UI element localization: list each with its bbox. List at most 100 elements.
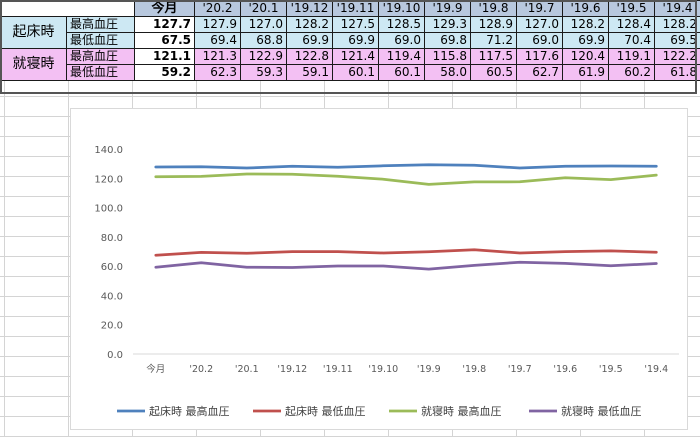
value-cell[interactable]: 69.8 (424, 32, 471, 49)
table-row: 就寝時 最高血圧 121.1 121.3 122.9 122.8 121.4 119.4 115… (0, 48, 700, 81)
header-cell[interactable]: '19.4 (654, 0, 700, 17)
y-tick-label: 120.0 (94, 174, 123, 185)
y-tick-label: 40.0 (101, 291, 123, 302)
y-tick-label: 60.0 (101, 262, 123, 273)
value-cell[interactable]: 128.9 (470, 16, 517, 33)
header-cell[interactable]: '19.9 (424, 0, 471, 17)
chart-svg: 0.0 20.0 40.0 60.0 80.0 100.0 120.0 140.0 今月 '20.… (94, 145, 679, 418)
x-tick-label: '19.7 (508, 364, 532, 375)
y-tick-label: 0.0 (107, 350, 123, 361)
x-tick-label: '19.5 (599, 364, 623, 375)
header-cell[interactable]: '19.11 (332, 0, 379, 17)
value-cell[interactable]: 127.9 (194, 16, 241, 33)
value-cell[interactable]: 115.8 (424, 48, 471, 65)
value-cell[interactable]: 127.0 (516, 16, 563, 33)
value-cell[interactable]: 60.5 (470, 64, 517, 81)
value-cell[interactable]: 128.2 (562, 16, 609, 33)
value-cell[interactable]: 68.8 (240, 32, 287, 49)
table-row: 最低血圧 67.5 69.4 68.8 69.9 69.9 69.0 69.8 71.2 69.0… (1, 32, 700, 49)
x-tick-label: '19.11 (323, 364, 353, 375)
value-cell[interactable]: 59.1 (286, 64, 333, 81)
value-cell[interactable]: 129.3 (424, 16, 471, 33)
x-tick-label: '20.2 (189, 364, 213, 375)
value-cell[interactable]: 117.6 (516, 48, 563, 65)
value-cell[interactable]: 69.9 (332, 32, 379, 49)
row-label-cell[interactable]: 最低血圧 (66, 64, 135, 81)
legend-label: 起床時 最高血圧 (149, 404, 230, 418)
x-tick-label: '19.4 (644, 364, 668, 375)
header-cell[interactable]: '19.12 (286, 0, 333, 17)
series-line (154, 172, 658, 186)
value-cell[interactable]: 62.3 (194, 64, 241, 81)
series-line (154, 260, 658, 271)
row-label-cell[interactable]: 最低血圧 (66, 32, 135, 49)
x-tick-label: '19.8 (462, 364, 486, 375)
value-cell[interactable]: 60.1 (332, 64, 379, 81)
value-cell[interactable]: 119.4 (378, 48, 425, 65)
row-label-cell[interactable]: 最高血圧 (66, 16, 135, 33)
value-cell[interactable]: 62.7 (516, 64, 563, 81)
value-cell[interactable]: 67.5 (134, 32, 195, 49)
y-tick-label: 140.0 (94, 145, 123, 156)
group-label-cell[interactable]: 就寝時 (0, 48, 67, 81)
header-cell[interactable]: '19.5 (608, 0, 655, 17)
header-cell[interactable]: '19.7 (516, 0, 563, 17)
y-tick-label: 80.0 (101, 233, 123, 244)
x-tick-label: 今月 (146, 363, 165, 375)
table-row: 最低血圧 59.2 62.3 59.3 59.1 60.1 60.1 58.0 60.5 62.7… (1, 64, 700, 81)
value-cell[interactable]: 119.1 (608, 48, 655, 65)
value-cell[interactable]: 58.0 (424, 64, 471, 81)
value-cell[interactable]: 128.2 (654, 16, 700, 33)
value-cell[interactable]: 128.5 (378, 16, 425, 33)
value-cell[interactable]: 69.9 (562, 32, 609, 49)
group-label-cell[interactable]: 起床時 (0, 16, 67, 49)
series-line (154, 163, 658, 170)
header-cell[interactable]: 今月 (134, 0, 195, 17)
header-cell[interactable]: '20.1 (240, 0, 287, 17)
legend-label: 起床時 最低血圧 (285, 404, 366, 418)
row-label-cell[interactable]: 最高血圧 (66, 48, 135, 65)
table-row: 起床時 最高血圧 127.7 127.9 127.0 128.2 127.5 128.5 129… (0, 16, 700, 49)
value-cell[interactable]: 60.2 (608, 64, 655, 81)
value-cell[interactable]: 69.5 (654, 32, 700, 49)
table-header-row: 今月 '20.2'20.1'19.12'19.11'19.10'19.9'19.8… (0, 0, 700, 17)
x-tick-label: '19.10 (368, 364, 398, 375)
y-tick-label: 100.0 (94, 204, 123, 215)
x-tick-label: '19.6 (553, 364, 577, 375)
value-cell[interactable]: 127.7 (134, 16, 195, 33)
header-cell[interactable]: '19.6 (562, 0, 609, 17)
value-cell[interactable]: 70.4 (608, 32, 655, 49)
value-cell[interactable]: 121.4 (332, 48, 379, 65)
header-corner-cell[interactable] (0, 0, 135, 17)
x-tick-label: '20.1 (235, 364, 259, 375)
value-cell[interactable]: 122.2 (654, 48, 700, 65)
value-cell[interactable]: 61.8 (654, 64, 700, 81)
value-cell[interactable]: 69.0 (516, 32, 563, 49)
series-line (154, 248, 658, 257)
value-cell[interactable]: 69.4 (194, 32, 241, 49)
value-cell[interactable]: 71.2 (470, 32, 517, 49)
value-cell[interactable]: 61.9 (562, 64, 609, 81)
value-cell[interactable]: 60.1 (378, 64, 425, 81)
value-cell[interactable]: 69.0 (378, 32, 425, 49)
value-cell[interactable]: 127.0 (240, 16, 287, 33)
value-cell[interactable]: 117.5 (470, 48, 517, 65)
header-cell[interactable]: '20.2 (194, 0, 241, 17)
blood-pressure-chart[interactable]: 0.0 20.0 40.0 60.0 80.0 100.0 120.0 140.0 今月 '20.… (70, 108, 688, 430)
y-tick-label: 20.0 (101, 321, 123, 332)
value-cell[interactable]: 122.9 (240, 48, 287, 65)
value-cell[interactable]: 69.9 (286, 32, 333, 49)
value-cell[interactable]: 121.1 (134, 48, 195, 65)
value-cell[interactable]: 59.2 (134, 64, 195, 81)
value-cell[interactable]: 120.4 (562, 48, 609, 65)
legend-label: 就寝時 最高血圧 (421, 404, 502, 418)
value-cell[interactable]: 128.2 (286, 16, 333, 33)
blood-pressure-table: 今月 '20.2'20.1'19.12'19.11'19.10'19.9'19.8… (0, 0, 700, 81)
value-cell[interactable]: 121.3 (194, 48, 241, 65)
value-cell[interactable]: 122.8 (286, 48, 333, 65)
value-cell[interactable]: 127.5 (332, 16, 379, 33)
header-cell[interactable]: '19.8 (470, 0, 517, 17)
value-cell[interactable]: 59.3 (240, 64, 287, 81)
value-cell[interactable]: 128.4 (608, 16, 655, 33)
header-cell[interactable]: '19.10 (378, 0, 425, 17)
